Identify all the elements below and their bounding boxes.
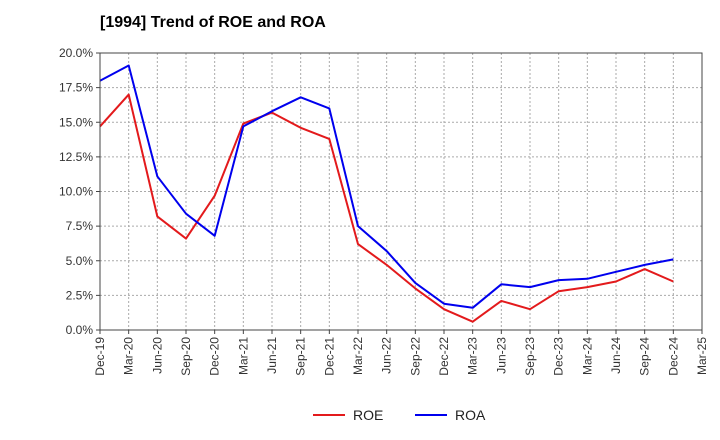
x-axis-ticks: Dec-19 Mar-20 Jun-20 Sep-20 Dec-20 Mar-21 Jun-… xyxy=(93,330,709,376)
x-tick-label: Jun-22 xyxy=(380,337,394,374)
x-tick-label: Sep-24 xyxy=(638,337,652,376)
grid-lines xyxy=(99,52,703,331)
y-tick-label: 17.5% xyxy=(59,81,93,95)
y-tick-label: 10.0% xyxy=(59,185,93,199)
y-tick-label: 5.0% xyxy=(66,254,94,268)
y-tick-label: 20.0% xyxy=(59,46,93,60)
x-tick-label: Jun-21 xyxy=(265,337,279,374)
y-axis-ticks: 0.0% 2.5% 5.0% 7.5% 10.0% 12.5% 15.0% 17.5% 20.0… xyxy=(59,46,100,337)
y-tick-label: 2.5% xyxy=(66,288,94,302)
x-tick-label: Jun-23 xyxy=(494,337,508,374)
x-tick-label: Dec-24 xyxy=(666,337,680,376)
series-line-roa xyxy=(99,64,674,309)
x-tick-label: Mar-20 xyxy=(122,337,136,375)
x-tick-label: Dec-20 xyxy=(208,337,222,376)
y-tick-label: 12.5% xyxy=(59,150,93,164)
x-tick-label: Mar-21 xyxy=(236,337,250,375)
y-tick-label: 0.0% xyxy=(66,323,94,337)
y-tick-label: 7.5% xyxy=(66,219,94,233)
x-tick-label: Sep-21 xyxy=(294,337,308,376)
legend-label-roa: ROA xyxy=(455,407,486,423)
series-lines xyxy=(99,64,674,323)
legend-label-roe: ROE xyxy=(353,407,383,423)
x-tick-label: Mar-23 xyxy=(466,337,480,375)
x-tick-label: Dec-22 xyxy=(437,337,451,376)
x-tick-label: Sep-20 xyxy=(179,337,193,376)
legend: ROE ROA xyxy=(313,407,486,423)
series-line-roe xyxy=(99,93,674,323)
x-tick-label: Dec-21 xyxy=(322,337,336,376)
y-tick-label: 15.0% xyxy=(59,115,93,129)
x-tick-label: Jun-24 xyxy=(609,337,623,374)
x-tick-label: Mar-25 xyxy=(695,337,709,375)
x-tick-label: Sep-23 xyxy=(523,337,537,376)
x-tick-label: Sep-22 xyxy=(408,337,422,376)
x-tick-label: Dec-23 xyxy=(552,337,566,376)
x-tick-label: Mar-22 xyxy=(351,337,365,375)
x-tick-label: Jun-20 xyxy=(150,337,164,374)
x-tick-label: Dec-19 xyxy=(93,337,107,376)
chart-title: [1994] Trend of ROE and ROA xyxy=(100,14,326,31)
plot-frame xyxy=(99,52,703,331)
x-tick-label: Mar-24 xyxy=(580,337,594,375)
